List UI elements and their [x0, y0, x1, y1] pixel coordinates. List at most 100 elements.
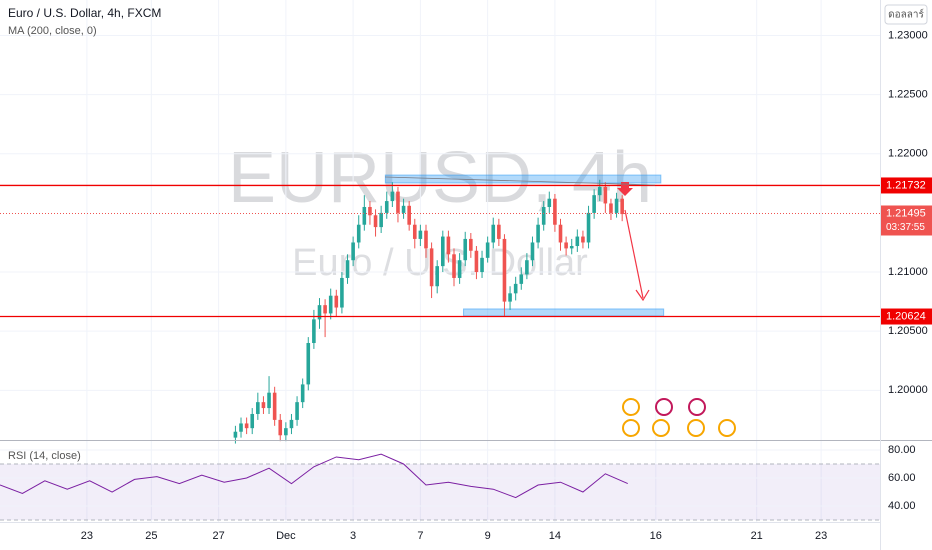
candle-body [452, 254, 456, 278]
x-tick-label: 16 [650, 530, 662, 542]
level-label: 1.21732 [886, 179, 926, 191]
x-tick-label: 21 [751, 530, 763, 542]
candle-body [295, 402, 299, 420]
candle-body [345, 260, 350, 278]
candle-body [368, 206, 372, 216]
candle-body [508, 293, 512, 302]
candle-body [317, 305, 322, 320]
candle-body [441, 236, 445, 267]
candle-body [485, 242, 490, 258]
y-tick-label: 1.22500 [888, 89, 928, 101]
rsi-tick-label: 80.00 [888, 444, 916, 456]
candle-body [396, 191, 400, 213]
candle-body [418, 230, 423, 239]
candle-body [300, 384, 305, 403]
candle-body [429, 248, 434, 287]
countdown-label: 03:37:55 [886, 222, 925, 233]
candle-body [362, 206, 367, 225]
event-icon [687, 419, 705, 437]
level-label-box [881, 177, 932, 194]
candle-body [272, 392, 277, 420]
x-tick-label: 9 [485, 530, 491, 542]
candle-body [575, 236, 580, 247]
candle-body [547, 198, 552, 207]
x-tick-label: 3 [350, 530, 356, 542]
event-icon [718, 419, 736, 437]
y-tick-label: 1.22000 [888, 148, 928, 160]
event-icon [622, 398, 640, 416]
candle-body [457, 260, 462, 278]
candle-body [541, 206, 546, 225]
trend-line [384, 176, 656, 186]
watermark: EURUSD, 4h [228, 138, 652, 218]
candle-body [446, 236, 451, 255]
candle-body [401, 205, 406, 213]
candle-body [390, 191, 395, 202]
candle-body [553, 198, 557, 225]
rsi-title: RSI (14, close) [8, 450, 81, 462]
candle-body [435, 266, 439, 287]
candle-body [463, 238, 468, 261]
candle-body [412, 224, 417, 239]
level-label-box [881, 308, 932, 325]
candle-body [620, 198, 624, 215]
candle-body [356, 224, 361, 243]
candle-body [267, 392, 271, 409]
candle-body [379, 212, 383, 228]
candle-body [384, 201, 389, 213]
x-tick-label: 25 [145, 530, 157, 542]
candle-body [502, 238, 507, 302]
currency-button[interactable] [884, 4, 928, 25]
down-arrow-icon [617, 182, 633, 196]
candle-body [239, 423, 243, 432]
candle-body [261, 402, 266, 409]
y-tick-label: 1.20000 [888, 384, 928, 396]
candle-body [469, 238, 473, 251]
arrow-head [635, 289, 650, 302]
watermark-sub: Euro / U.S. Dollar [292, 242, 588, 284]
rsi-tick-label: 60.00 [888, 472, 916, 484]
x-tick-label: 7 [417, 530, 423, 542]
symbol-title: Euro / U.S. Dollar, 4h, FXCM [8, 6, 161, 20]
marks-layer [0, 174, 880, 499]
rsi-band [0, 463, 880, 521]
event-icon [622, 419, 640, 437]
y-tick-label: 1.20500 [888, 325, 928, 337]
zone [384, 174, 662, 184]
projection-arrow [624, 209, 644, 299]
candle-body [558, 224, 563, 243]
rsi-line [0, 453, 628, 499]
indicator-label: MA (200, close, 0) [8, 25, 97, 37]
candle-body [609, 203, 613, 213]
rsi-tick-label: 40.00 [888, 500, 916, 512]
candle-body [586, 212, 591, 243]
candle-body [564, 242, 568, 249]
candle-body [513, 283, 518, 294]
y-tick-label: 1.23000 [888, 29, 928, 41]
zone [463, 308, 665, 317]
candle-body [581, 236, 585, 243]
y-tick-label: 1.21000 [888, 266, 928, 278]
candle-body [497, 224, 501, 239]
x-tick-label: 23 [815, 530, 827, 542]
candle-body [474, 250, 479, 273]
candle-body [597, 186, 602, 196]
candle-body [323, 305, 327, 314]
candle-body [373, 215, 378, 228]
currency-button-label[interactable]: ดอลลาร์ [888, 9, 924, 21]
candle-body [480, 257, 484, 273]
candle-body [614, 198, 619, 213]
candle-body [340, 277, 344, 308]
candle-body [233, 431, 238, 438]
candle-body [284, 428, 288, 436]
candle-body [603, 186, 608, 204]
candle-body [525, 260, 529, 275]
candle-body [328, 295, 333, 314]
candle-body [569, 246, 574, 249]
back-layer: EURUSD, 4h Euro / U.S. Dollar [0, 0, 880, 522]
candle-body [250, 413, 255, 429]
